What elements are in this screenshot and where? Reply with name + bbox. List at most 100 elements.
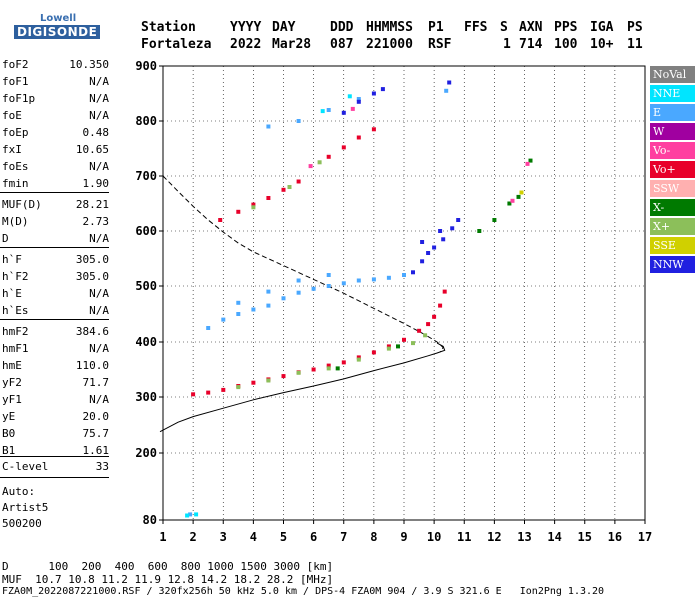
data-point-vo- <box>341 145 346 150</box>
x-tick-label: 11 <box>457 530 471 544</box>
data-point-vo- <box>266 196 271 200</box>
param-name: foEp <box>2 126 29 139</box>
param-name: h`F2 <box>2 270 29 283</box>
data-point-e <box>206 326 211 330</box>
param-row-hmf1: hmF1 N/A <box>2 342 109 359</box>
data-point-vo- <box>371 350 376 355</box>
header-label-hhmmss: HHMMSS <box>366 20 413 35</box>
param-name: h`F <box>2 253 22 266</box>
data-point-e <box>221 317 226 322</box>
param-value: 1.90 <box>82 177 110 190</box>
header-label-station: Station <box>141 20 196 35</box>
data-point-vo- <box>356 135 361 140</box>
x-tick-label: 9 <box>400 530 407 544</box>
x-tick-label: 3 <box>220 530 227 544</box>
param-name: fmin <box>2 177 29 190</box>
x-tick-label: 5 <box>280 530 287 544</box>
data-point-e <box>266 289 271 294</box>
param-name: hmF2 <box>2 325 29 338</box>
data-point-e <box>296 119 301 123</box>
x-tick-label: 1 <box>159 530 166 544</box>
x-tick-label: 16 <box>608 530 622 544</box>
param-name: B0 <box>2 427 16 440</box>
auto-version: 500200 <box>2 517 42 530</box>
data-point-vo- <box>281 374 286 379</box>
data-point-x- <box>477 229 482 233</box>
data-point-nne <box>194 512 199 517</box>
data-point-vo- <box>426 322 431 327</box>
param-value: N/A <box>89 75 109 88</box>
param-value: N/A <box>89 160 109 173</box>
data-point-e <box>371 277 376 282</box>
y-tick-label: 700 <box>135 169 157 183</box>
param-name: MUF(D) <box>2 198 42 211</box>
header-label-axn: AXN <box>519 20 543 35</box>
param-value: 1.61 <box>82 444 110 457</box>
header-label-ffs: FFS <box>464 20 488 35</box>
data-point-e <box>356 97 361 101</box>
data-point-vo- <box>308 164 313 169</box>
data-point-vo- <box>326 363 331 368</box>
param-row-d: D N/A <box>2 232 109 249</box>
footer-file-info: FZA0M_2022087221000.RSF / 320fx256h 50 k… <box>2 586 605 597</box>
data-point-vo- <box>341 360 346 365</box>
data-point-x- <box>386 346 391 351</box>
data-point-e <box>444 88 449 93</box>
param-row-fxi: fxI 10.65 <box>2 143 109 160</box>
data-point-nnw <box>380 87 385 92</box>
separator <box>0 247 109 248</box>
header-value-pps: 100 <box>554 37 578 52</box>
data-point-vo- <box>281 187 286 192</box>
profile-dashed-line <box>162 175 444 353</box>
param-row-ye: yE 20.0 <box>2 410 109 427</box>
footer-muf-row: MUF 10.7 10.8 11.2 11.9 12.8 14.2 18.2 2… <box>2 573 334 586</box>
header-label-yyyy: YYYY <box>230 20 262 35</box>
header-value-iga: 10+ <box>590 37 614 52</box>
logo-digisonde: DIGISONDE <box>14 25 101 39</box>
y-tick-label: 80 <box>143 513 157 527</box>
header-value-ddd: 087 <box>330 37 354 52</box>
separator <box>0 192 109 193</box>
data-point-nne <box>185 513 190 518</box>
data-point-e <box>296 290 301 295</box>
param-name: C-level <box>2 460 49 473</box>
data-point-sse <box>519 190 524 195</box>
param-row-fof2: foF2 10.350 <box>2 58 109 75</box>
param-name: yF2 <box>2 376 22 389</box>
y-tick-label: 200 <box>135 446 157 460</box>
chart-profiles <box>159 175 446 433</box>
data-point-vo- <box>251 202 256 207</box>
data-point-e <box>402 273 406 277</box>
data-point-x- <box>528 158 533 163</box>
param-value: N/A <box>89 393 109 406</box>
data-point-e <box>356 278 361 283</box>
param-name: foF1 <box>2 75 29 88</box>
param-row-md: M(D) 2.73 <box>2 215 109 232</box>
data-point-vo- <box>326 154 331 159</box>
header-value-station: Fortaleza <box>141 37 212 52</box>
param-value: N/A <box>89 92 109 105</box>
separator <box>0 319 109 320</box>
param-row-he: h`E N/A <box>2 287 109 304</box>
data-point-e <box>266 124 271 129</box>
param-value: 305.0 <box>75 253 109 266</box>
param-row-mufd: MUF(D) 28.21 <box>2 198 109 215</box>
header-value-axn: 714 <box>519 37 543 52</box>
auto-artist: Artist5 <box>2 501 49 514</box>
param-row-fof1p: foF1p N/A <box>2 92 109 109</box>
param-name: h`Es <box>2 304 29 317</box>
data-point-x- <box>236 385 241 390</box>
legend-item-nnw: NNW <box>650 256 695 273</box>
param-value: N/A <box>89 287 109 300</box>
legend-item-w: W <box>650 123 695 140</box>
y-tick-label: 600 <box>135 224 157 238</box>
param-value: 71.7 <box>82 376 110 389</box>
data-point-vo- <box>442 289 447 294</box>
data-point-x- <box>335 366 340 371</box>
data-point-nnw <box>432 245 437 250</box>
param-row-foep: foEp 0.48 <box>2 126 109 143</box>
param-name: yE <box>2 410 16 423</box>
data-point-nnw <box>411 270 415 275</box>
param-value: 33 <box>95 460 109 473</box>
param-row-yf2: yF2 71.7 <box>2 376 109 393</box>
